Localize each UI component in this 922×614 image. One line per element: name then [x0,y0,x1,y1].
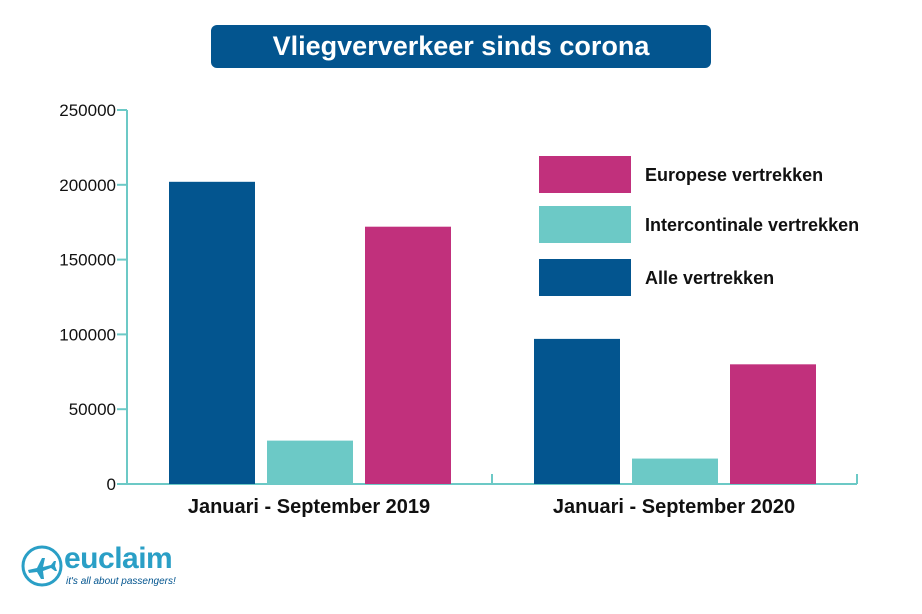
legend: Europese vertrekken Intercontinale vertre… [539,156,859,296]
y-tick-label: 250000 [59,101,116,120]
x-category-label: Januari - September 2019 [188,496,430,518]
legend-label: Intercontinale vertrekken [645,215,859,235]
legend-label: Europese vertrekken [645,165,823,185]
chart-title: Vliegververkeer sinds corona [211,25,711,68]
y-tick-label: 100000 [59,325,116,344]
legend-swatch [539,259,631,296]
bar [730,364,816,484]
bar [632,458,718,484]
euclaim-logo: euclaim it's all about passengers! [20,542,180,594]
y-tick-label: 150000 [59,251,116,270]
y-tick-label: 50000 [69,400,116,419]
logo-wordmark: euclaim [64,542,173,575]
legend-swatch [539,206,631,243]
legend-swatch [539,156,631,193]
bar [365,226,451,485]
airplane-icon [21,545,63,587]
x-category-label: Januari - September 2020 [553,496,795,518]
bars [169,181,816,485]
y-tick-label: 200000 [59,176,116,195]
bar [169,181,255,485]
bar [267,440,353,484]
legend-label: Alle vertrekken [645,268,774,288]
logo-tagline: it's all about passengers! [66,576,176,587]
y-ticks: 0 50000 100000 150000 200000 250000 [59,101,858,494]
bar [534,338,620,484]
x-categories: Januari - September 2019 Januari - Septem… [188,496,795,518]
y-tick-label: 0 [107,475,116,494]
